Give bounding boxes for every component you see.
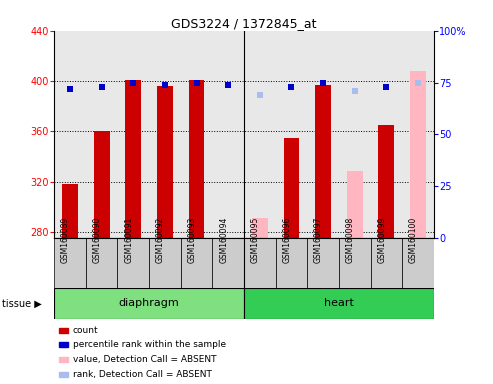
Bar <box>117 238 149 288</box>
Bar <box>410 71 426 238</box>
Bar <box>315 85 331 238</box>
Bar <box>402 238 434 288</box>
Bar <box>181 31 212 238</box>
Bar <box>54 288 244 319</box>
Text: GSM160096: GSM160096 <box>282 217 291 263</box>
Bar <box>54 238 86 288</box>
Text: GSM160093: GSM160093 <box>187 217 197 263</box>
Bar <box>283 137 299 238</box>
Bar <box>86 31 117 238</box>
Text: GSM160089: GSM160089 <box>61 217 70 263</box>
Bar <box>339 238 371 288</box>
Text: diaphragm: diaphragm <box>119 298 179 308</box>
Bar <box>402 31 434 238</box>
Bar <box>339 31 371 238</box>
Text: GSM160097: GSM160097 <box>314 217 323 263</box>
Text: count: count <box>73 326 99 335</box>
Bar <box>244 238 276 288</box>
Bar <box>276 238 307 288</box>
Text: GSM160090: GSM160090 <box>93 217 102 263</box>
Bar <box>189 80 205 238</box>
Text: tissue ▶: tissue ▶ <box>2 298 42 308</box>
Bar <box>379 125 394 238</box>
Text: rank, Detection Call = ABSENT: rank, Detection Call = ABSENT <box>73 369 212 379</box>
Bar <box>307 31 339 238</box>
Text: GSM160094: GSM160094 <box>219 217 228 263</box>
Bar <box>276 31 307 238</box>
Text: GSM160098: GSM160098 <box>346 217 355 263</box>
Bar <box>62 184 78 238</box>
Bar <box>54 31 86 238</box>
Bar <box>347 172 363 238</box>
Text: GSM160091: GSM160091 <box>124 217 133 263</box>
Bar <box>244 31 276 238</box>
Bar <box>149 31 181 238</box>
Title: GDS3224 / 1372845_at: GDS3224 / 1372845_at <box>171 17 317 30</box>
Bar <box>125 80 141 238</box>
Bar <box>371 238 402 288</box>
Bar <box>244 288 434 319</box>
Bar <box>94 131 109 238</box>
Bar <box>86 238 117 288</box>
Bar <box>149 238 181 288</box>
Text: GSM160100: GSM160100 <box>409 217 418 263</box>
Bar <box>117 31 149 238</box>
Text: GSM160095: GSM160095 <box>251 217 260 263</box>
Bar <box>181 238 212 288</box>
Bar <box>212 238 244 288</box>
Bar <box>307 238 339 288</box>
Text: GSM160092: GSM160092 <box>156 217 165 263</box>
Text: percentile rank within the sample: percentile rank within the sample <box>73 340 226 349</box>
Text: GSM160099: GSM160099 <box>377 217 387 263</box>
Bar <box>212 31 244 238</box>
Bar <box>252 218 268 238</box>
Bar <box>371 31 402 238</box>
Text: heart: heart <box>324 298 354 308</box>
Text: value, Detection Call = ABSENT: value, Detection Call = ABSENT <box>73 355 216 364</box>
Bar <box>157 86 173 238</box>
